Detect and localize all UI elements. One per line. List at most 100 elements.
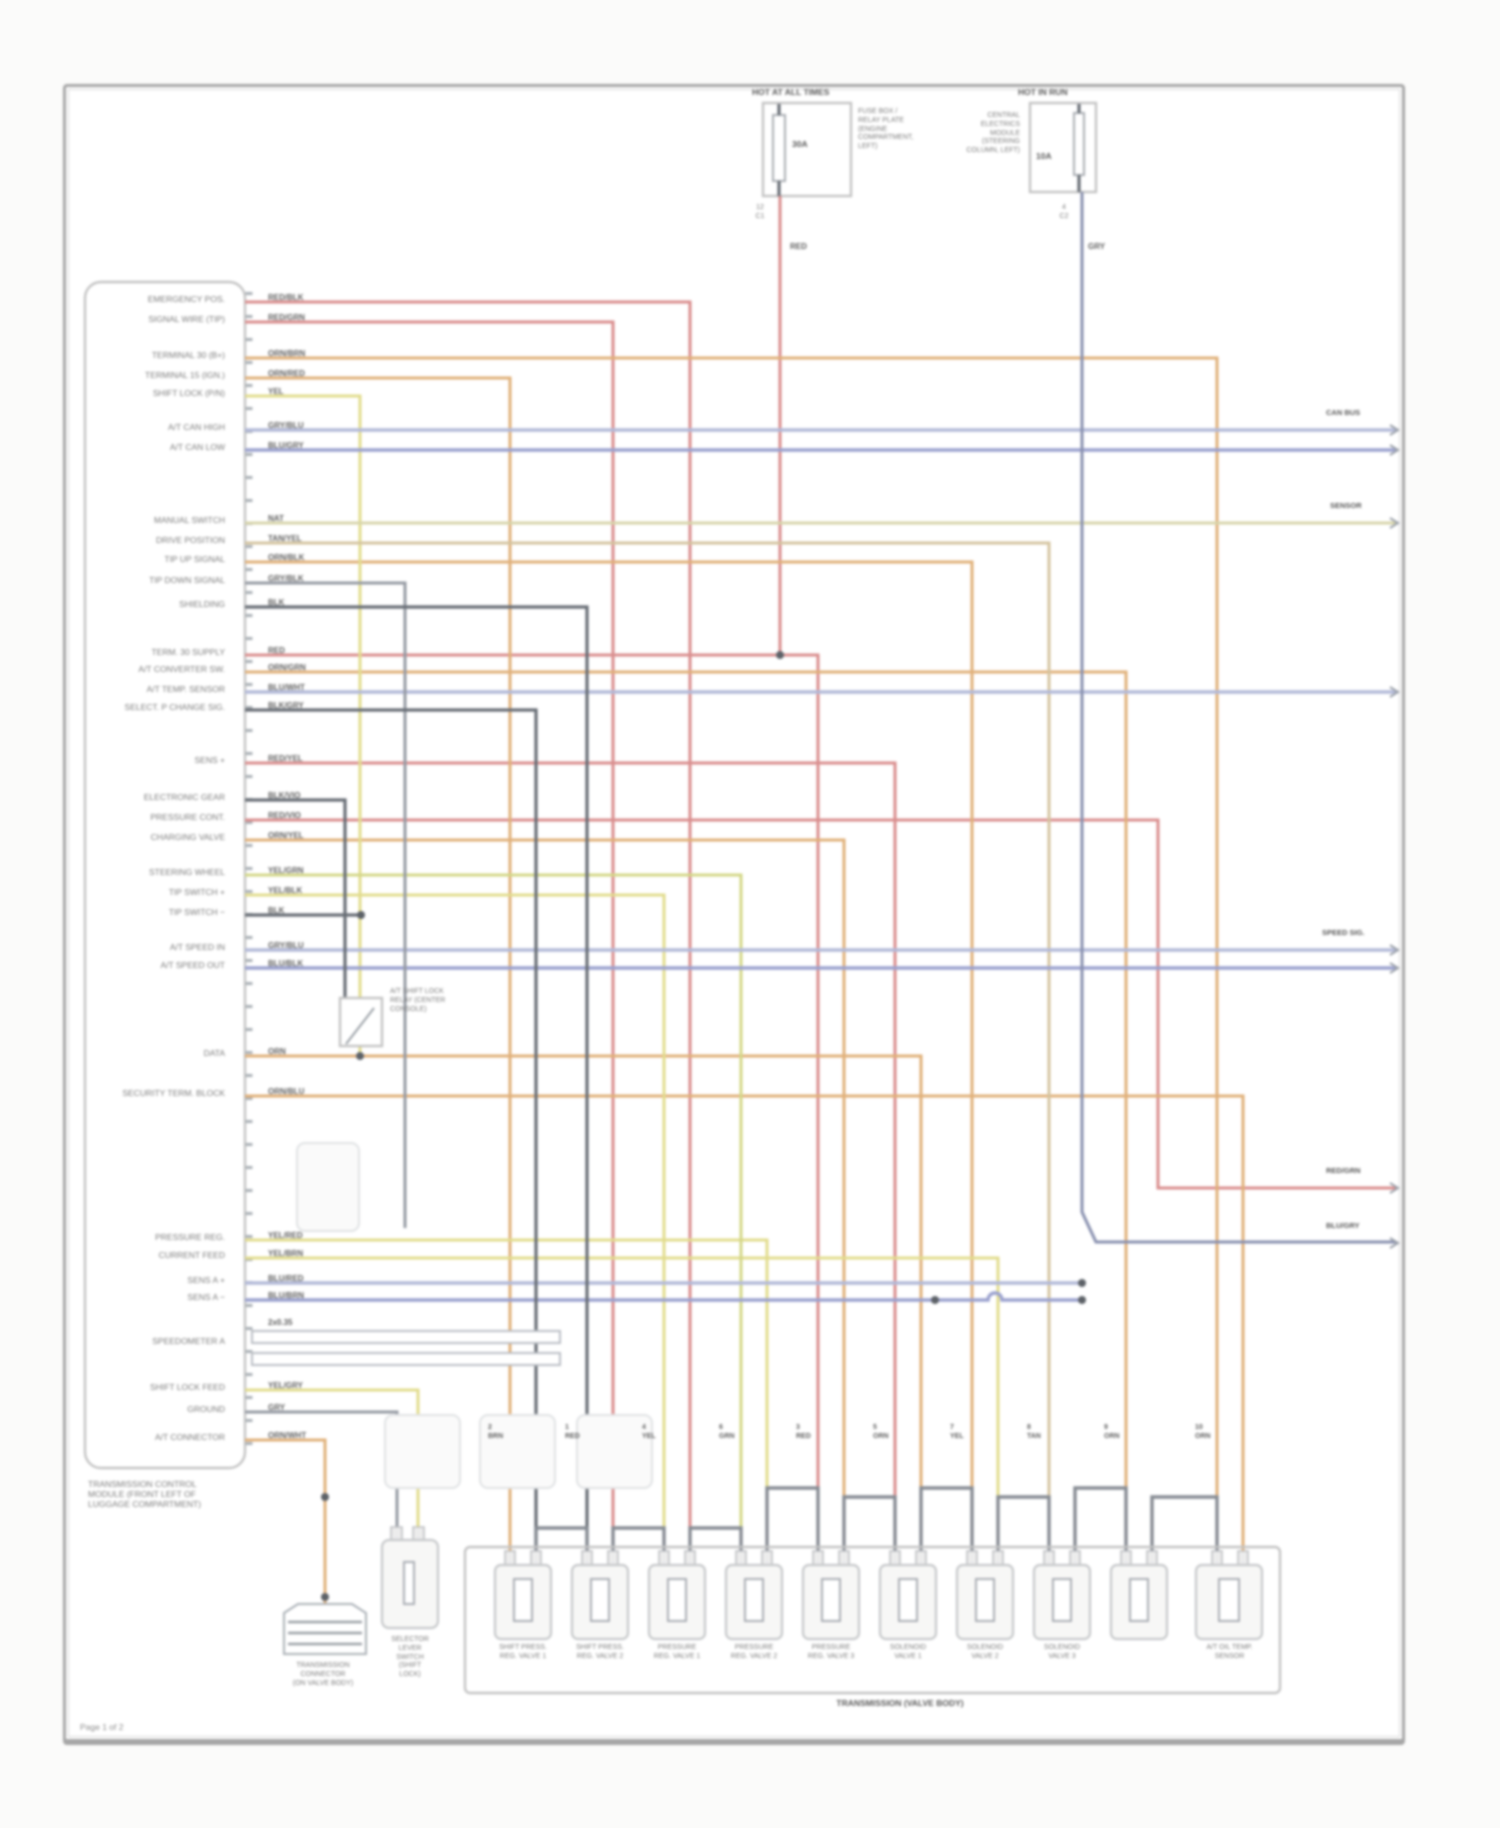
solenoid-label: SOLENOID VALVE 1 — [889, 1644, 927, 1660]
wire-code: YEL/GRY — [268, 1381, 303, 1390]
solenoid-label: PRESSURE REG. VALVE 1 — [653, 1644, 701, 1660]
wire-code: ORN/BRN — [268, 349, 306, 358]
solenoid-label: PRESSURE REG. VALVE 3 — [807, 1644, 855, 1660]
wire-code: NAT — [268, 514, 284, 523]
pin-label: GROUND — [187, 1404, 225, 1414]
wire-code: BLU/GRY — [268, 441, 304, 450]
page-footer: Page 1 of 2 — [80, 1722, 124, 1732]
wire-code: ORN/BLK — [268, 553, 305, 562]
wire-code: ORN/RED — [268, 369, 305, 378]
fuse-a-wire-code: RED — [790, 242, 807, 251]
wire-code: GRY/BLU — [268, 941, 304, 950]
wires-yellow — [245, 394, 1396, 1565]
solenoid-label: A/T OIL TEMP. SENSOR — [1206, 1644, 1253, 1660]
sol-pin-code: 3 RED — [796, 1424, 811, 1440]
selector-lever-switch — [380, 1526, 440, 1630]
transmission-connector-label: TRANSMISSION CONNECTOR (ON VALVE BODY) — [292, 1662, 354, 1687]
pin-label: DATA — [203, 1048, 225, 1058]
fuse-b-wire-code: GRY — [1088, 242, 1106, 251]
pin-label: PRESSURE CONT. — [150, 812, 225, 822]
wire-code: ORN/BLU — [268, 1087, 305, 1096]
inline-connector-boxes — [296, 1142, 653, 1489]
wire-code: TAN/YEL — [268, 534, 302, 543]
wires-red — [245, 196, 1396, 1565]
pin-label: A/T TEMP. SENSOR — [146, 684, 225, 694]
pin-label: SHIFT LOCK (P/N) — [152, 388, 225, 398]
wire-code: GRY/BLU — [268, 421, 304, 430]
pin-label: A/T CAN HIGH — [168, 422, 225, 432]
sol-pin-code: 7 YEL — [950, 1424, 964, 1440]
sol-pin-code: 9 ORN — [1104, 1424, 1120, 1440]
solenoid-8 — [1032, 1550, 1092, 1641]
wire-code: GRY — [268, 1403, 286, 1412]
wire-code: RED/YEL — [268, 754, 303, 763]
wire-code: RED/VIO — [268, 811, 301, 820]
shielded-pair — [251, 1330, 561, 1366]
pin-label: A/T SPEED OUT — [160, 960, 225, 970]
solenoid-label: SHIFT PRESS. REG. VALVE 1 — [499, 1644, 547, 1660]
fuse-b-desc: CENTRAL ELECTRICS MODULE (STEERING COLUM… — [966, 112, 1020, 154]
pin-label: A/T CONVERTER SW. — [138, 664, 225, 674]
wires-orange — [245, 356, 1245, 1604]
tcm-name: TRANSMISSION CONTROL MODULE (FRONT LEFT … — [88, 1479, 202, 1509]
pin-label: SECURITY TERM. BLOCK — [122, 1088, 225, 1098]
solenoid-3 — [647, 1550, 707, 1641]
pin-label: A/T SPEED IN — [169, 942, 225, 952]
pin-label: SELECT. P CHANGE SIG. — [124, 702, 225, 712]
pin-label: SIGNAL WIRE (TIP) — [148, 314, 225, 324]
wire-code: RED/GRN — [268, 313, 305, 322]
selector-lever-switch-label: SELECTOR LEVER SWITCH (SHIFT LOCK) — [391, 1636, 429, 1678]
pin-label: CURRENT FEED — [158, 1250, 225, 1260]
wire-code: YEL/RED — [268, 1231, 303, 1240]
exit-label: BLU/GRY — [1326, 1221, 1360, 1230]
sol-pin-code: 1 RED — [565, 1424, 580, 1440]
sol-pin-code: 6 GRN — [719, 1424, 735, 1440]
pin-label: A/T CAN LOW — [169, 442, 225, 452]
wire-code: BLU/WHT — [268, 683, 305, 692]
exit-label: RED/GRN — [1326, 1166, 1361, 1175]
wire-code: YEL — [268, 387, 284, 396]
wire-code: YEL/GRN — [268, 866, 304, 875]
sol-pin-code: 2 BRN — [488, 1424, 504, 1440]
solenoid-label: SHIFT PRESS. REG. VALVE 2 — [576, 1644, 624, 1660]
wire-code: BLU/BRN — [268, 1291, 304, 1300]
fuse-a-header: HOT AT ALL TIMES — [752, 87, 830, 97]
fuse-b-header: HOT IN RUN — [1018, 87, 1068, 97]
wire-code: ORN/YEL — [268, 831, 304, 840]
wire-code: BLK — [268, 906, 285, 915]
pin-label: DRIVE POSITION — [156, 535, 225, 545]
pin-label: SPEEDOMETER A — [152, 1336, 225, 1346]
sol-pin-code: 8 TAN — [1027, 1424, 1041, 1440]
fuse-b-connector: 4 C2 — [1059, 204, 1069, 220]
pin-label: MANUAL SWITCH — [154, 515, 225, 525]
exit-label: SPEED SIG. — [1322, 928, 1365, 937]
fuse-a-amp: 30A — [792, 139, 808, 149]
solenoid-jumpers — [534, 1486, 1219, 1565]
valve-body-label: TRANSMISSION (VALVE BODY) — [836, 1698, 964, 1708]
wire-code: YEL/BLK — [268, 886, 303, 895]
solenoid-label: PRESSURE REG. VALVE 2 — [730, 1644, 778, 1660]
transmission-connector — [283, 1603, 367, 1655]
fuse-box-b — [1028, 101, 1098, 194]
fuse-b-amp: 10A — [1036, 151, 1052, 161]
pin-label: SENS + — [194, 755, 225, 765]
fuse-a-desc: FUSE BOX / RELAY PLATE (ENGINE COMPARTME… — [858, 108, 914, 150]
wires-blue — [245, 192, 1396, 1302]
pin-label: TIP DOWN SIGNAL — [149, 575, 225, 585]
pin-label: SHIFT LOCK FEED — [150, 1382, 225, 1392]
pin-label: SHIELDING — [179, 599, 225, 609]
solenoid-row — [493, 1550, 1264, 1641]
wire-code: ORN — [268, 1047, 286, 1056]
sol-pin-code: 10 ORN — [1195, 1424, 1211, 1440]
pin-label: STEERING WHEEL — [148, 867, 225, 877]
junction-dots — [321, 651, 1086, 1601]
solenoid-10 — [1194, 1550, 1264, 1641]
exit-label: CAN BUS — [1326, 408, 1361, 417]
fuse-a-connector: 12 C1 — [755, 204, 765, 220]
solenoid-label: SOLENOID VALVE 2 — [966, 1644, 1004, 1660]
pin-label: A/T CONNECTOR — [154, 1432, 225, 1442]
wire-code: ORN/WHT — [268, 1431, 307, 1440]
pin-label: TIP UP SIGNAL — [164, 554, 225, 564]
valve-body-box — [463, 1545, 1282, 1695]
